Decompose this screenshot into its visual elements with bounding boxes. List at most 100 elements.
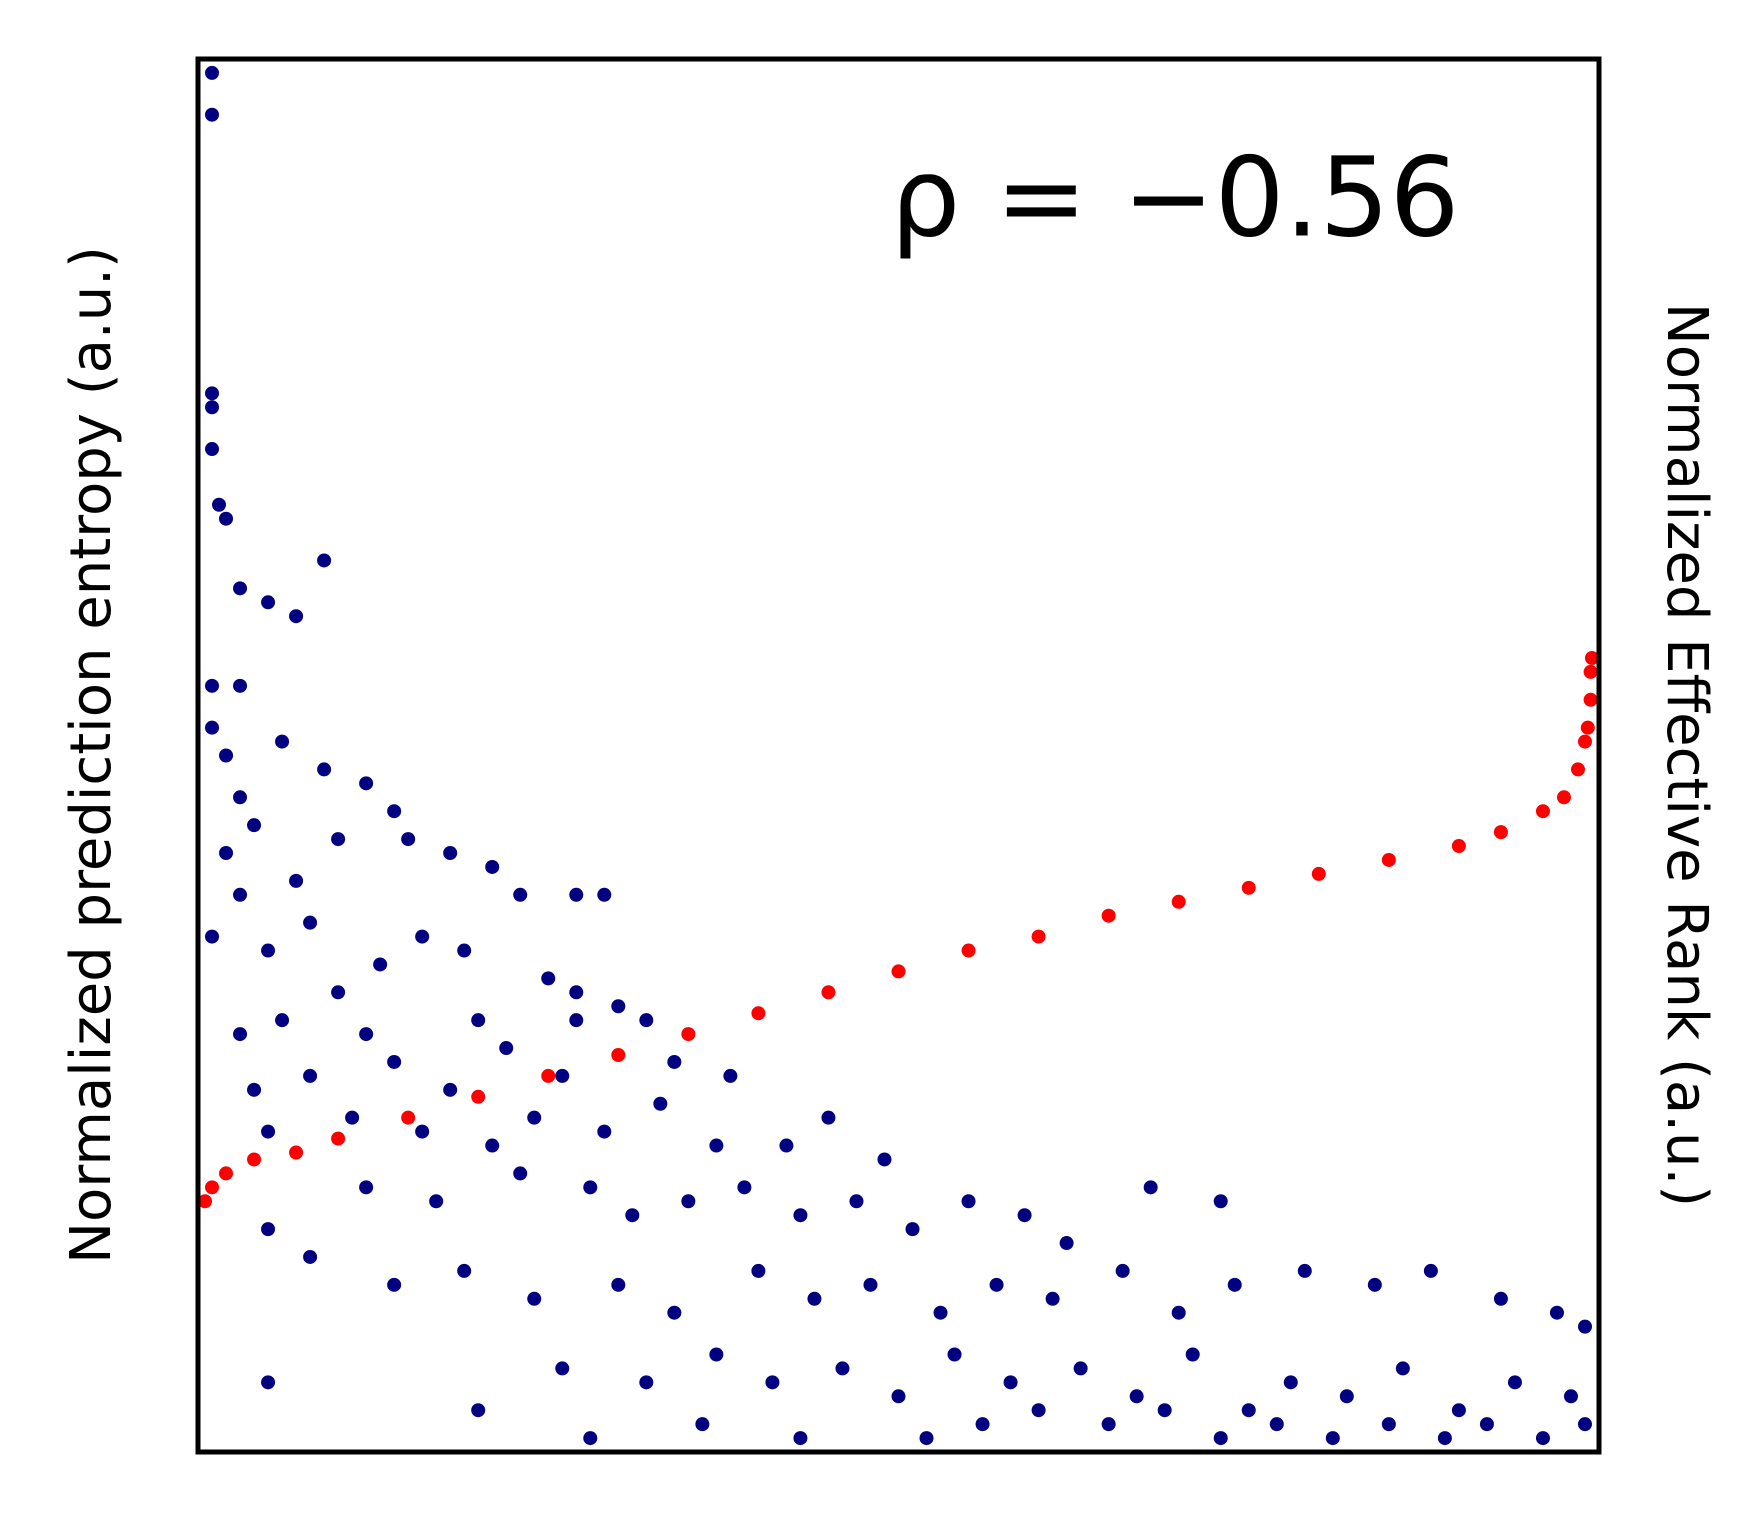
point — [233, 887, 248, 902]
point — [1213, 1431, 1228, 1446]
point — [1451, 839, 1466, 854]
point — [331, 832, 346, 847]
point — [919, 1431, 934, 1446]
point — [583, 1180, 598, 1195]
point — [485, 1138, 500, 1153]
point — [989, 1277, 1004, 1292]
point — [1577, 1417, 1592, 1432]
point — [1031, 1403, 1046, 1418]
point — [471, 1403, 486, 1418]
point — [569, 985, 584, 1000]
point — [205, 442, 220, 457]
point — [1584, 650, 1599, 665]
point — [555, 1068, 570, 1083]
point — [807, 1291, 822, 1306]
point — [1583, 692, 1598, 707]
point — [289, 1145, 304, 1160]
point — [863, 1277, 878, 1292]
point — [667, 1305, 682, 1320]
point — [219, 511, 234, 526]
annotation: ρ = −0.56 — [890, 133, 1459, 261]
point — [1563, 1389, 1578, 1404]
point — [625, 1208, 640, 1223]
point — [247, 1082, 262, 1097]
point — [359, 776, 374, 791]
point — [933, 1305, 948, 1320]
point — [457, 943, 472, 958]
point — [905, 1222, 920, 1237]
point — [198, 1194, 213, 1209]
point — [527, 1291, 542, 1306]
point — [205, 1180, 220, 1195]
point — [877, 1152, 892, 1167]
point — [1479, 1417, 1494, 1432]
point — [891, 964, 906, 979]
point — [289, 873, 304, 888]
point — [555, 1361, 570, 1376]
point — [695, 1417, 710, 1432]
point — [1171, 1305, 1186, 1320]
point — [387, 804, 402, 819]
point — [639, 1013, 654, 1028]
point — [597, 1124, 612, 1139]
point — [1311, 866, 1326, 881]
point — [205, 107, 220, 122]
point — [541, 971, 556, 986]
point — [359, 1180, 374, 1195]
point — [373, 957, 388, 972]
point — [681, 1194, 696, 1209]
point — [1059, 1236, 1074, 1251]
point — [359, 1027, 374, 1042]
point — [793, 1208, 808, 1223]
point — [1493, 1291, 1508, 1306]
point — [821, 1110, 836, 1125]
point — [471, 1013, 486, 1028]
point — [1507, 1375, 1522, 1390]
point — [709, 1138, 724, 1153]
point — [751, 1263, 766, 1278]
point — [751, 1006, 766, 1021]
point — [1535, 804, 1550, 819]
point — [1381, 852, 1396, 867]
point — [275, 734, 290, 749]
point — [1045, 1291, 1060, 1306]
point — [205, 65, 220, 80]
point — [765, 1375, 780, 1390]
point — [1213, 1194, 1228, 1209]
point — [1241, 880, 1256, 895]
point — [499, 1041, 514, 1056]
point — [1003, 1375, 1018, 1390]
point — [583, 1431, 598, 1446]
point — [1241, 1403, 1256, 1418]
point — [541, 1068, 556, 1083]
point — [317, 762, 332, 777]
point — [891, 1389, 906, 1404]
point — [457, 1263, 472, 1278]
point — [247, 1152, 262, 1167]
point — [387, 1054, 402, 1069]
point — [415, 1124, 430, 1139]
point — [1570, 762, 1585, 777]
point — [737, 1180, 752, 1195]
point — [233, 1027, 248, 1042]
point — [779, 1138, 794, 1153]
point — [233, 790, 248, 805]
point — [1437, 1431, 1452, 1446]
y-axis-label: Normalized prediction entropy (a.u.) — [59, 246, 124, 1264]
point — [443, 1082, 458, 1097]
point — [723, 1068, 738, 1083]
point — [569, 1013, 584, 1028]
point — [1577, 734, 1592, 749]
point — [639, 1375, 654, 1390]
point — [485, 859, 500, 874]
point — [1583, 664, 1598, 679]
point — [1339, 1389, 1354, 1404]
point — [219, 1166, 234, 1181]
point — [1325, 1431, 1340, 1446]
point — [261, 1375, 276, 1390]
point — [611, 1277, 626, 1292]
point — [261, 1124, 276, 1139]
point — [429, 1194, 444, 1209]
point — [947, 1347, 962, 1362]
